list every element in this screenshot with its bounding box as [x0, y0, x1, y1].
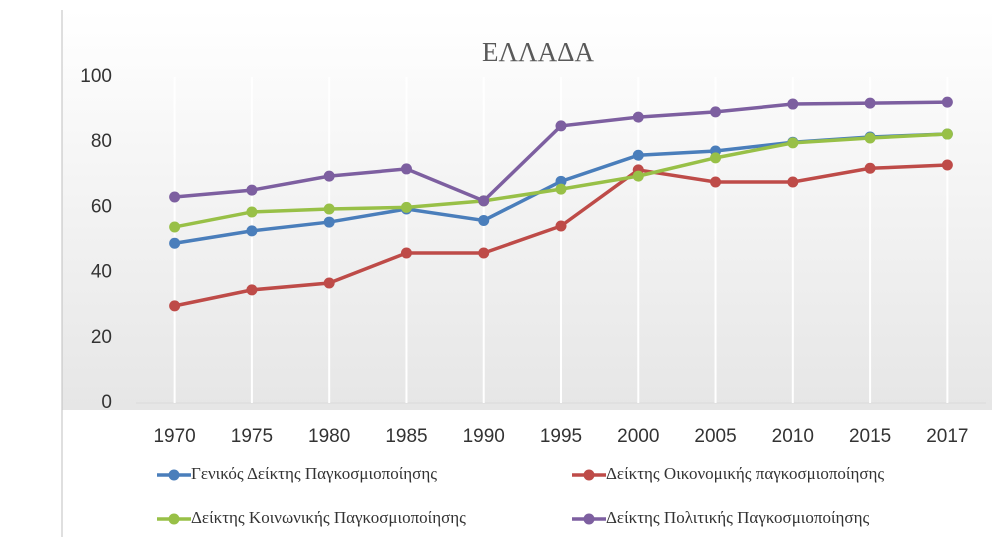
x-tick-label: 2015: [849, 426, 891, 447]
y-tick-label: 40: [91, 262, 112, 283]
data-point: [941, 159, 953, 171]
x-tick-label: 1995: [540, 426, 582, 447]
x-tick-label: 2017: [926, 426, 968, 447]
data-point: [323, 277, 335, 289]
data-point: [710, 176, 722, 188]
data-point: [787, 137, 799, 149]
x-tick-label: 1980: [308, 426, 350, 447]
data-point: [787, 176, 799, 188]
data-point: [632, 170, 644, 182]
data-point: [323, 170, 335, 182]
data-point: [555, 120, 567, 132]
data-point: [941, 128, 953, 140]
legend-label: Γενικός Δείκτης Παγκοσμιοποίησης: [191, 464, 437, 483]
legend-label: Δείκτης Οικονομικής παγκοσμιοποίησης: [606, 464, 884, 483]
data-point: [555, 175, 567, 187]
x-tick-label: 2005: [694, 426, 736, 447]
x-tick-label: 2010: [772, 426, 814, 447]
data-point: [246, 225, 258, 237]
x-tick-label: 2000: [617, 426, 659, 447]
data-point: [478, 247, 490, 259]
y-tick-label: 100: [80, 66, 112, 87]
legend-marker: [583, 513, 595, 525]
y-tick-label: 80: [91, 131, 112, 152]
y-tick-label: 0: [101, 392, 112, 413]
data-point: [323, 203, 335, 215]
data-point: [555, 220, 567, 232]
data-point: [169, 221, 181, 233]
data-point: [555, 183, 567, 195]
data-point: [400, 163, 412, 175]
data-point: [864, 132, 876, 144]
legend-marker: [168, 469, 180, 481]
data-point: [864, 97, 876, 109]
y-tick-label: 60: [91, 196, 112, 217]
x-tick-label: 1970: [153, 426, 195, 447]
data-point: [246, 206, 258, 218]
x-tick-label: 1975: [231, 426, 273, 447]
data-point: [787, 98, 799, 110]
data-point: [323, 216, 335, 228]
data-point: [400, 201, 412, 213]
data-point: [400, 247, 412, 259]
data-point: [169, 300, 181, 312]
data-point: [632, 111, 644, 123]
data-point: [246, 184, 258, 196]
legend-marker: [168, 513, 180, 525]
legend-marker: [583, 469, 595, 481]
data-point: [710, 106, 722, 118]
plot-background: [62, 10, 992, 410]
legend-label: Δείκτης Πολιτικής Παγκοσμιοποίησης: [606, 508, 869, 527]
y-tick-label: 20: [91, 327, 112, 348]
data-point: [941, 96, 953, 108]
data-point: [478, 195, 490, 207]
data-point: [478, 214, 490, 226]
x-tick-label: 1985: [385, 426, 427, 447]
chart-title: ΕΛΛΑΔΑ: [482, 37, 595, 67]
data-point: [864, 162, 876, 174]
data-point: [246, 284, 258, 296]
data-point: [632, 149, 644, 161]
x-tick-label: 1990: [463, 426, 505, 447]
legend-label: Δείκτης Κοινωνικής Παγκοσμιοποίησης: [191, 508, 466, 527]
data-point: [710, 152, 722, 164]
data-point: [169, 191, 181, 203]
data-point: [169, 237, 181, 249]
